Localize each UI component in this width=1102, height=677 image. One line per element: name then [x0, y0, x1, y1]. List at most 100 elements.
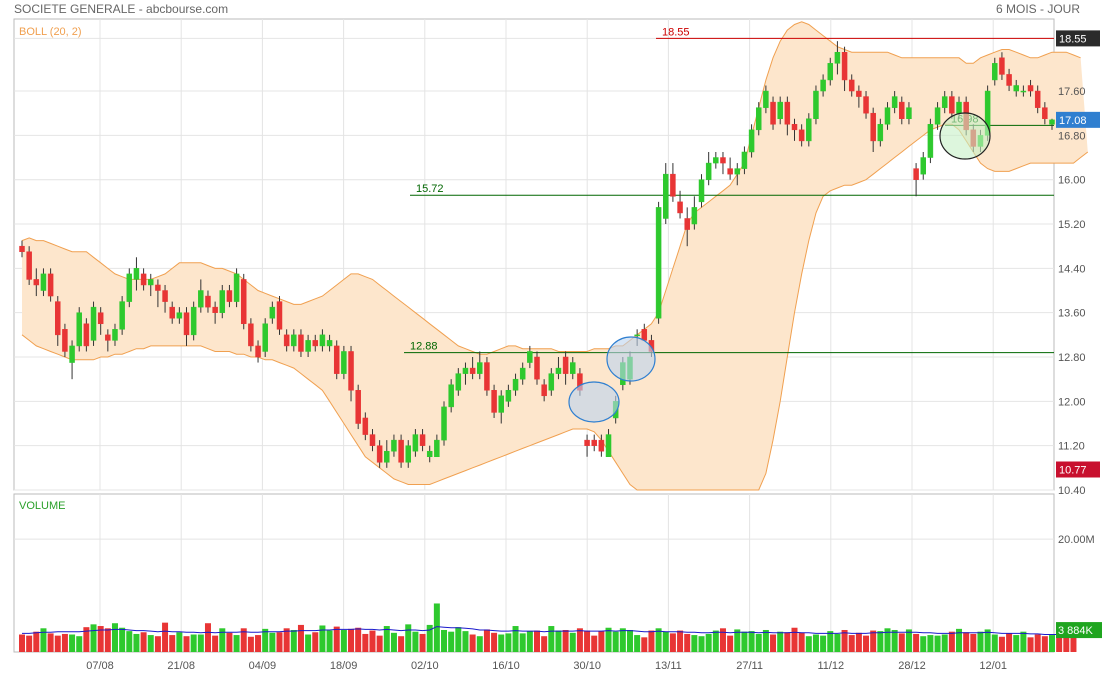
candle-body	[770, 101, 776, 125]
y-tick-label: 13.60	[1058, 308, 1086, 320]
candle-body	[426, 450, 433, 458]
candle-body	[956, 101, 962, 114]
volume-bar	[877, 631, 884, 652]
volume-bar	[655, 628, 662, 652]
volume-bar	[927, 635, 934, 652]
volume-bar	[963, 632, 970, 652]
volume-bar	[662, 631, 669, 652]
axes: 07/08 21/08 04/09 18/09 02/10 16/10 30/10 13/11…	[86, 30, 1102, 672]
candle-body	[90, 306, 97, 341]
candle-body	[469, 367, 476, 374]
candle-body	[376, 445, 383, 463]
x-tick-label: 04/09	[249, 660, 277, 672]
candle-body	[262, 323, 268, 352]
candle-body	[1013, 85, 1019, 92]
annotation-circle	[606, 336, 656, 382]
volume-bar	[476, 636, 483, 652]
reference-line-label: 15.72	[416, 183, 444, 195]
candle-body	[298, 334, 304, 352]
volume-bar	[47, 633, 54, 652]
high-price-badge: 18.55	[1059, 33, 1087, 45]
volume-bar	[176, 632, 183, 652]
volume-bar	[262, 628, 269, 652]
low-price-badge-bg	[1056, 461, 1100, 478]
candle-body	[870, 112, 876, 142]
candle-body	[162, 290, 168, 302]
candle-body	[856, 90, 862, 97]
volume-bars	[19, 603, 1077, 652]
volume-bar	[991, 634, 998, 652]
volume-bar	[319, 625, 326, 652]
volume-bar	[33, 631, 40, 652]
candle-body	[190, 306, 197, 336]
volume-bar	[548, 626, 555, 652]
candle-body	[291, 334, 297, 347]
volume-bar	[748, 631, 755, 652]
y-tick-label: 16.80	[1058, 130, 1086, 142]
candle-body	[448, 384, 454, 408]
volume-bar	[169, 635, 176, 652]
volume-bar	[798, 632, 805, 652]
candle-body	[899, 101, 905, 119]
candle-body	[848, 79, 855, 92]
volume-bar	[505, 633, 512, 652]
volume-bar	[641, 637, 648, 652]
candle-body	[505, 390, 512, 402]
volume-bar	[40, 628, 47, 652]
volume-bar	[784, 632, 791, 652]
candle-body	[33, 279, 40, 286]
last-volume-badge: 3 884K	[1058, 625, 1094, 637]
candle-body	[655, 207, 662, 319]
candle-body	[555, 367, 562, 374]
low-price-badge: 10.77	[1059, 464, 1087, 476]
candle-body	[212, 306, 218, 313]
candle-body	[55, 301, 61, 336]
candle-body	[233, 273, 240, 302]
candle-body	[841, 51, 848, 81]
candle-body	[727, 168, 733, 175]
candle-body	[512, 378, 519, 391]
volume-bar	[734, 629, 741, 652]
candle-body	[205, 295, 211, 308]
candle-body	[641, 329, 648, 341]
candle-body	[605, 434, 612, 458]
candle-body	[119, 301, 125, 330]
candle-body	[405, 445, 411, 463]
candle-body	[584, 439, 590, 446]
volume-bar	[1034, 634, 1041, 652]
candle-body	[441, 406, 447, 441]
volume-bar	[848, 635, 855, 652]
volume-bar	[1013, 635, 1020, 652]
volume-bar	[76, 636, 83, 652]
candle-body	[705, 162, 712, 180]
candle-body	[741, 151, 748, 169]
volume-bar	[390, 632, 397, 652]
period-label[interactable]: 6 MOIS - JOUR	[995, 2, 1080, 16]
candle-body	[333, 345, 340, 374]
volume-bar	[111, 623, 118, 652]
candle-body	[76, 312, 82, 347]
volume-bar	[104, 628, 111, 652]
volume-bar	[419, 633, 426, 652]
bollinger-band	[21, 21, 1089, 491]
candle-body	[562, 356, 569, 374]
volume-bar	[834, 633, 841, 652]
volume-bar	[19, 634, 25, 652]
volume-bar	[805, 636, 812, 652]
volume-bar	[677, 630, 684, 652]
candle-body	[176, 312, 183, 319]
volume-bar	[634, 635, 641, 652]
volume-bar	[841, 629, 848, 652]
candle-body	[491, 390, 497, 413]
volume-bar	[526, 631, 533, 652]
candle-body	[634, 334, 640, 337]
last-price-badge-bg	[1056, 111, 1100, 128]
candle-body	[398, 439, 404, 463]
candle-body	[748, 129, 755, 153]
bollinger-upper	[21, 21, 1081, 355]
volume-bar	[348, 628, 355, 652]
volume-bar	[934, 635, 941, 652]
volume-bar	[1041, 636, 1048, 652]
chart-title: SOCIETE GENERALE - abcbourse.com	[14, 2, 229, 16]
volume-bar	[426, 624, 433, 652]
